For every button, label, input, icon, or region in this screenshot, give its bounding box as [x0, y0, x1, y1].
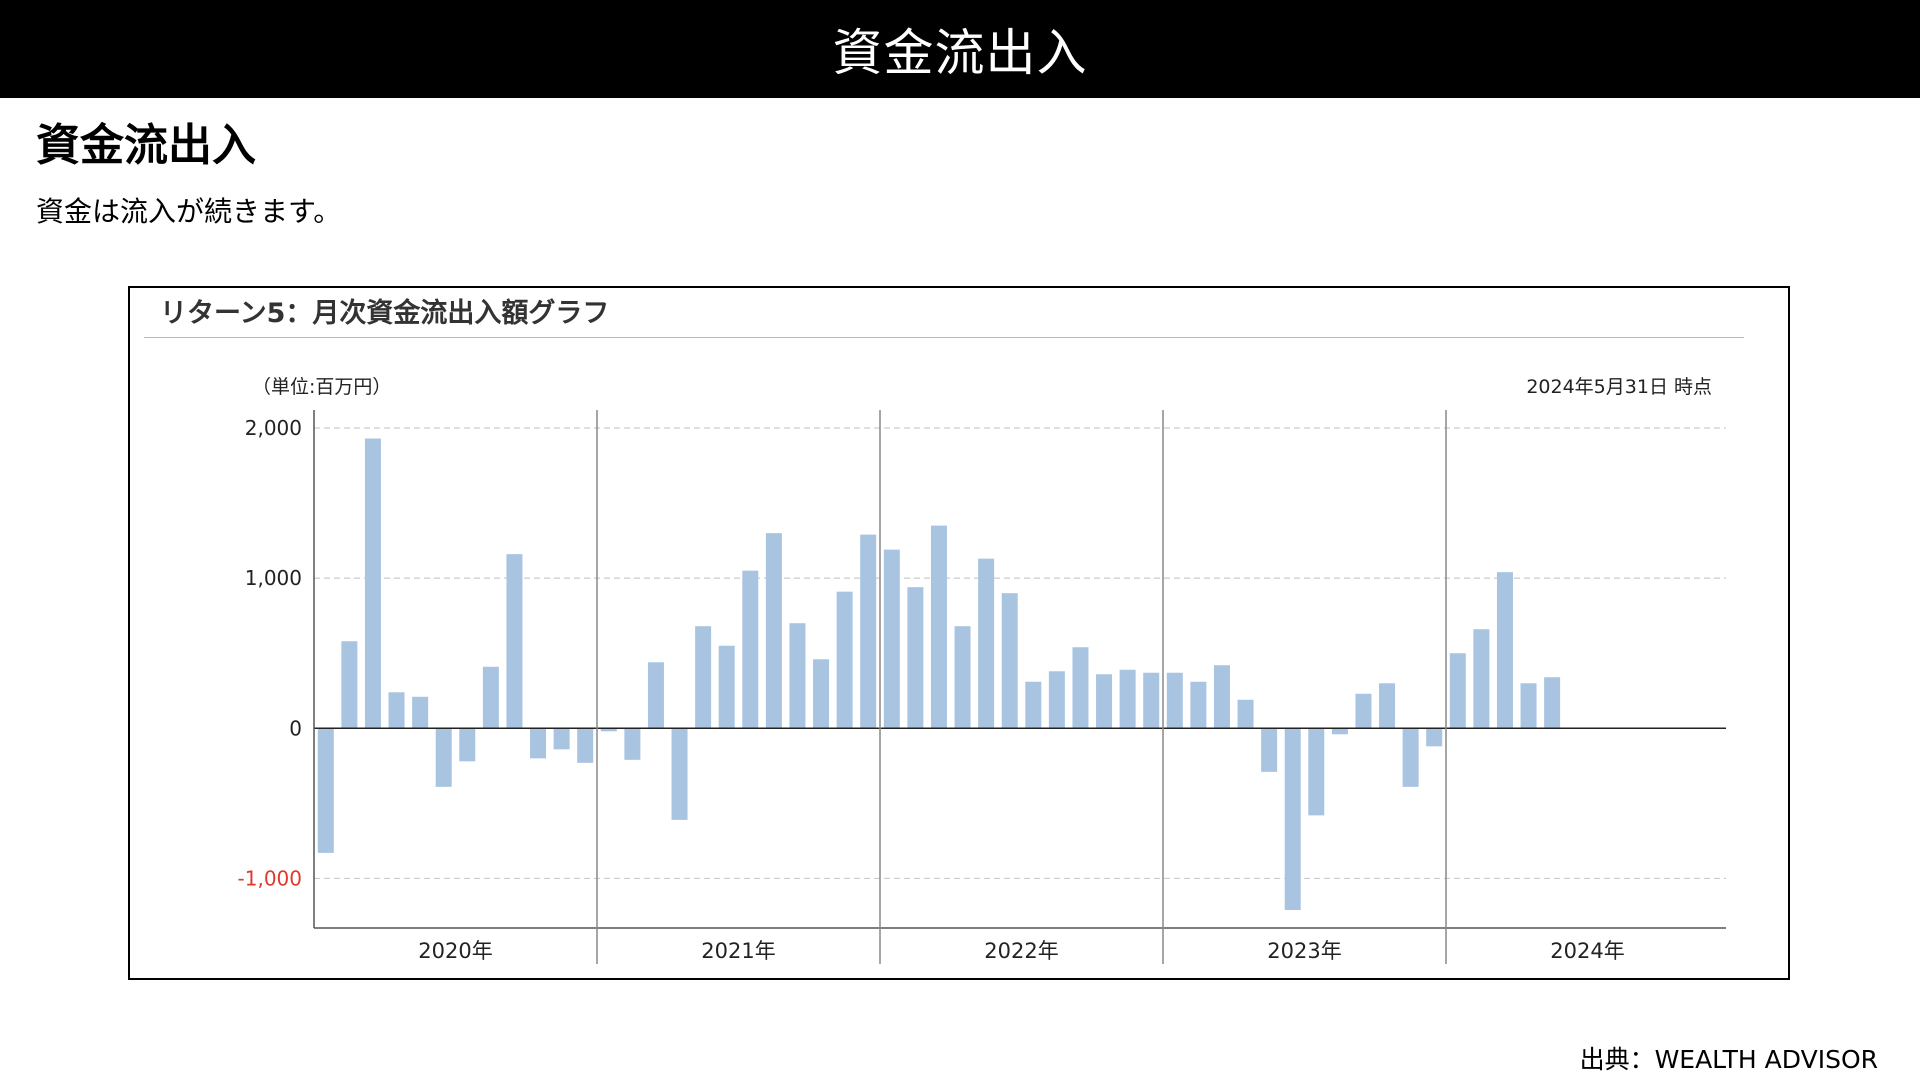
- bar: [718, 645, 735, 729]
- bar: [1001, 593, 1018, 729]
- x-year-label: 2022年: [984, 939, 1058, 963]
- section-heading: 資金流出入: [36, 120, 256, 171]
- bar: [1355, 693, 1372, 729]
- bar: [930, 525, 947, 729]
- bar: [1072, 647, 1089, 729]
- section-description: 資金は流入が続きます。: [36, 195, 342, 228]
- bar: [506, 554, 523, 729]
- bar: [883, 549, 900, 729]
- bar: [577, 728, 594, 763]
- bar: [1544, 677, 1561, 729]
- bar: [435, 728, 452, 787]
- bar: [813, 659, 830, 729]
- bar: [1166, 672, 1183, 729]
- bar: [341, 641, 358, 729]
- bar: [1426, 728, 1443, 747]
- bar: [1025, 681, 1042, 729]
- chart-as-of-date: 2024年5月31日 時点: [1526, 376, 1712, 398]
- bar: [482, 666, 499, 729]
- bar: [553, 728, 570, 750]
- chart-title-divider: [144, 337, 1744, 338]
- bar: [954, 626, 971, 729]
- bar: [1119, 669, 1136, 729]
- bar: [1190, 681, 1207, 729]
- y-tick-label: -1,000: [238, 866, 302, 890]
- bar: [1284, 728, 1301, 910]
- bar: [1496, 572, 1513, 729]
- bar: [459, 728, 476, 762]
- bar: [624, 728, 641, 760]
- bar: [364, 438, 381, 729]
- bar: [1096, 674, 1113, 729]
- bar: [317, 728, 334, 853]
- chart-unit-label: （単位:百万円）: [252, 376, 392, 398]
- bar: [1308, 728, 1325, 816]
- y-tick-label: 2,000: [245, 416, 302, 440]
- page-banner-title: 資金流出入: [0, 0, 1920, 98]
- x-year-label: 2021年: [701, 939, 775, 963]
- x-year-label: 2023年: [1267, 939, 1341, 963]
- bar: [695, 626, 712, 729]
- bar: [1237, 699, 1254, 729]
- x-year-label: 2024年: [1550, 939, 1624, 963]
- bar: [1520, 683, 1537, 729]
- chart-title: リターン5：月次資金流出入額グラフ: [160, 298, 610, 329]
- bar: [1473, 629, 1490, 729]
- bar: [1331, 728, 1348, 735]
- bar: [1048, 671, 1065, 729]
- bar: [978, 558, 995, 729]
- y-tick-label: 1,000: [245, 566, 302, 590]
- bar: [1143, 672, 1160, 729]
- bar: [860, 534, 877, 729]
- source-credit: 出典：WEALTH ADVISOR: [1579, 1045, 1878, 1074]
- bar: [1213, 665, 1230, 729]
- bar: [1402, 728, 1419, 787]
- bar: [412, 696, 429, 729]
- bar: [647, 662, 664, 729]
- bar: [671, 728, 688, 820]
- bar: [530, 728, 547, 759]
- bar: [1379, 683, 1396, 729]
- bar: [1449, 653, 1466, 729]
- x-year-label: 2020年: [418, 939, 492, 963]
- bar: [1261, 728, 1278, 772]
- bar: [388, 692, 405, 729]
- bar: [600, 728, 617, 732]
- bar: [742, 570, 759, 729]
- bar: [907, 587, 924, 729]
- bar: [789, 623, 806, 729]
- bar: [765, 533, 782, 729]
- bar: [836, 591, 853, 729]
- y-tick-label: 0: [289, 716, 302, 740]
